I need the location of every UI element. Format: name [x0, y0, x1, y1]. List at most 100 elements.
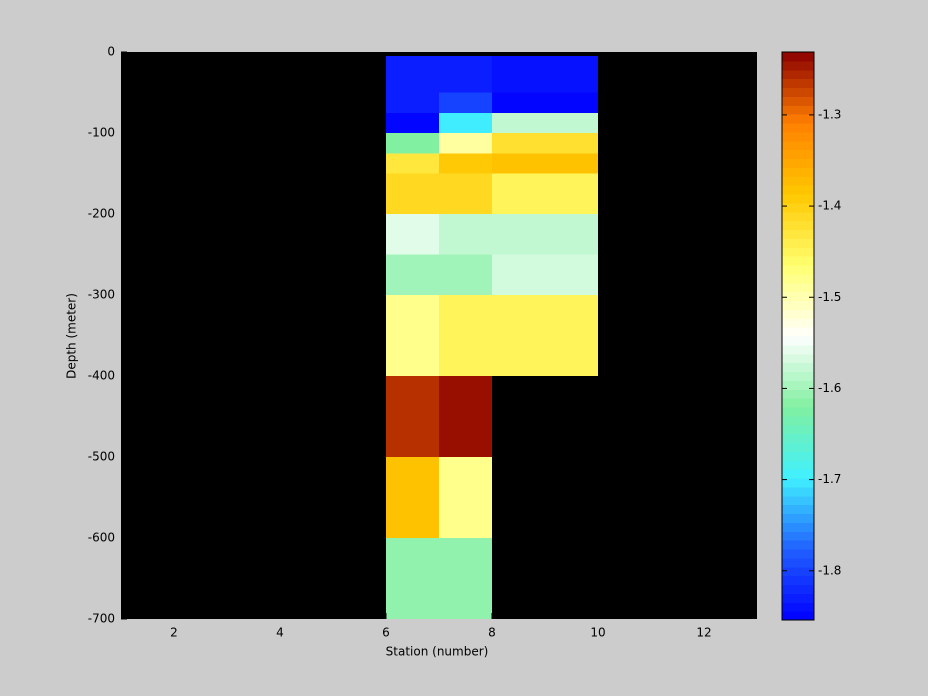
- colorbar-step: [782, 451, 814, 461]
- heatmap-cell: [545, 254, 598, 295]
- colorbar-frame: [781, 51, 815, 621]
- heatmap-cell: [439, 56, 492, 93]
- colorbar-step: [782, 185, 814, 195]
- heatmap-cell: [386, 457, 439, 538]
- colorbar-tick-label: -1.4: [818, 199, 841, 213]
- colorbar-step: [782, 407, 814, 417]
- colorbar-step: [782, 300, 814, 310]
- heatmap-cell: [386, 92, 439, 113]
- colorbar-step: [782, 202, 814, 213]
- colorbar-step: [782, 531, 814, 541]
- colorbar-step: [782, 611, 814, 621]
- colorbar-step: [782, 158, 814, 168]
- heatmap-cell: [492, 214, 545, 255]
- colorbar-step: [782, 273, 814, 284]
- colorbar-tick-label: -1.8: [818, 563, 841, 577]
- colorbar-step: [782, 424, 814, 435]
- colorbar-step: [782, 389, 814, 399]
- x-tick-label: 10: [590, 626, 605, 640]
- colorbar-step: [782, 442, 814, 452]
- colorbar-step: [782, 495, 814, 506]
- x-tick-label: 2: [170, 626, 178, 640]
- heatmap-cell: [492, 92, 545, 113]
- heatmap-cell: [439, 153, 492, 174]
- heatmap-cell: [439, 376, 492, 457]
- colorbar-step: [782, 105, 814, 115]
- colorbar-step: [782, 362, 814, 372]
- y-tick-label: -700: [88, 612, 115, 626]
- heatmap-cell: [439, 112, 492, 133]
- heatmap-cell: [492, 112, 545, 133]
- colorbar-step: [782, 87, 814, 97]
- colorbar-step: [782, 78, 814, 88]
- colorbar-step: [782, 247, 814, 257]
- heatmap-cell: [545, 173, 598, 214]
- heatmap-cell: [386, 153, 439, 174]
- x-axis-label: Station (number): [386, 645, 489, 659]
- colorbar-step: [782, 504, 814, 514]
- colorbar-step: [782, 415, 814, 426]
- colorbar-tick-label: -1.7: [818, 472, 841, 486]
- colorbar-step: [782, 265, 814, 275]
- heatmap-cell: [545, 56, 598, 93]
- colorbar-step: [782, 140, 814, 151]
- heatmap-cell: [386, 538, 439, 619]
- colorbar-step: [782, 131, 814, 142]
- colorbar-step: [782, 318, 814, 328]
- heatmap-cell: [545, 92, 598, 113]
- heatmap-cell: [492, 133, 545, 154]
- heatmap-cell: [545, 153, 598, 174]
- colorbar-step: [782, 327, 814, 337]
- y-tick-label: -600: [88, 531, 115, 545]
- colorbar-step: [782, 123, 814, 133]
- heatmap-cell: [386, 376, 439, 457]
- colorbar-step: [782, 593, 814, 603]
- y-tick-label: -500: [88, 450, 115, 464]
- y-tick-label: 0: [107, 45, 115, 59]
- heatmap-cell: [545, 112, 598, 133]
- heatmap-cell: [386, 133, 439, 154]
- colorbar-step: [782, 353, 814, 364]
- heatmap-cell: [545, 214, 598, 255]
- colorbar-step: [782, 114, 814, 124]
- colorbar-tick-label: -1.5: [818, 290, 841, 304]
- colorbar-step: [782, 575, 814, 585]
- colorbar-step: [782, 460, 814, 470]
- heatmap-cell: [492, 173, 545, 214]
- heatmap-cell: [439, 538, 492, 619]
- x-tick-label: 8: [488, 626, 496, 640]
- colorbar-step: [782, 52, 814, 62]
- colorbar-step: [782, 238, 814, 248]
- heatmap-cell: [492, 295, 545, 376]
- heatmap-cell: [386, 295, 439, 376]
- colorbar-step: [782, 149, 814, 159]
- heatmap-cell: [386, 112, 439, 133]
- y-tick-label: -100: [88, 126, 115, 140]
- heatmap-cell: [439, 133, 492, 154]
- heatmap-cell: [386, 214, 439, 255]
- colorbar-step: [782, 167, 814, 177]
- colorbar-step: [782, 602, 814, 612]
- colorbar-step: [782, 96, 814, 106]
- y-tick-label: -200: [88, 207, 115, 221]
- heatmap-cell: [386, 56, 439, 93]
- colorbar-step: [782, 557, 814, 568]
- heatmap-cell: [439, 92, 492, 113]
- colorbar-step: [782, 60, 814, 71]
- colorbar-step: [782, 566, 814, 577]
- heatmap-cell: [386, 173, 439, 214]
- heatmap-cell: [439, 254, 492, 295]
- colorbar-step: [782, 176, 814, 186]
- heatmap-cell: [439, 457, 492, 538]
- heatmap-cell: [439, 173, 492, 214]
- colorbar-step: [782, 194, 814, 204]
- colorbar-step: [782, 282, 814, 293]
- colorbar-tick-label: -1.3: [818, 107, 841, 121]
- y-tick-label: -400: [88, 369, 115, 383]
- colorbar-step: [782, 549, 814, 559]
- colorbar-step: [782, 309, 814, 319]
- x-tick-label: 12: [696, 626, 711, 640]
- colorbar-step: [782, 469, 814, 479]
